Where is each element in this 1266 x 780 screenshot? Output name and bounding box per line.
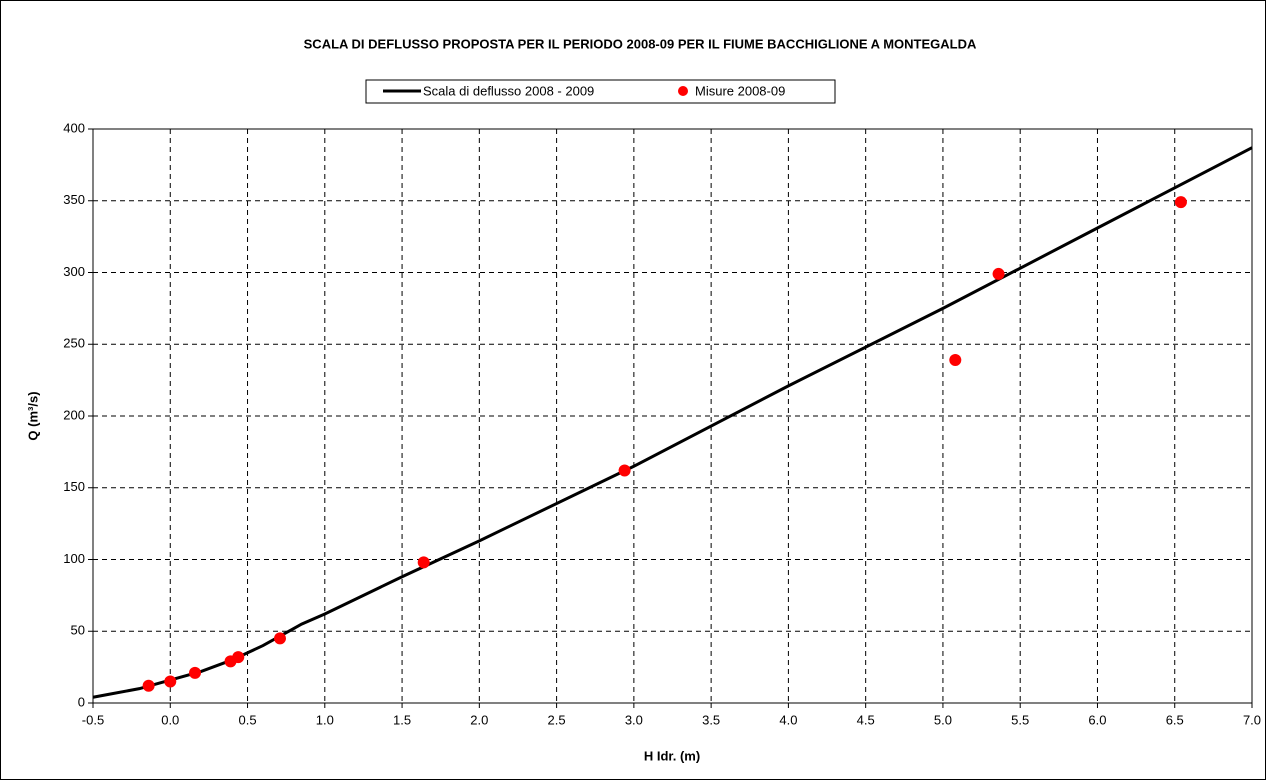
- x-tick-label: -0.5: [82, 712, 104, 727]
- x-tick-label: 0.5: [238, 712, 256, 727]
- x-tick-label: 0.0: [161, 712, 179, 727]
- y-axis-label: Q (m³/s): [25, 391, 40, 440]
- rating-curve: [92, 146, 1253, 699]
- y-tick-label: 300: [63, 264, 85, 279]
- y-tick-label: 350: [63, 192, 85, 207]
- x-tick-label: 3.0: [625, 712, 643, 727]
- x-tick-label: 4.5: [857, 712, 875, 727]
- legend-label: Scala di deflusso 2008 - 2009: [423, 83, 594, 98]
- legend-swatch: [678, 86, 688, 96]
- x-tick-label: 3.5: [702, 712, 720, 727]
- measurement-point: [1174, 196, 1187, 209]
- measurement-point: [273, 632, 286, 645]
- x-tick-label: 1.5: [393, 712, 411, 727]
- x-tick-label: 1.0: [316, 712, 334, 727]
- y-tick-label: 250: [63, 336, 85, 351]
- measurement-point: [949, 354, 962, 367]
- measurement-point: [417, 556, 430, 569]
- y-tick-label: 200: [63, 407, 85, 422]
- chart-title: SCALA DI DEFLUSSO PROPOSTA PER IL PERIOD…: [304, 36, 977, 51]
- measurement-point: [164, 675, 177, 688]
- x-tick-label: 5.5: [1011, 712, 1029, 727]
- x-tick-label: 7.0: [1243, 712, 1261, 727]
- measurement-point: [188, 666, 201, 679]
- measurement-point: [232, 651, 245, 664]
- x-tick-label: 6.0: [1088, 712, 1106, 727]
- legend-label: Misure 2008-09: [695, 83, 785, 98]
- x-tick-label: 2.0: [470, 712, 488, 727]
- x-tick-label: 2.5: [548, 712, 566, 727]
- x-tick-label: 4.0: [779, 712, 797, 727]
- y-tick-label: 50: [71, 623, 85, 638]
- y-tick-label: 400: [63, 120, 85, 135]
- x-tick-label: 6.5: [1166, 712, 1184, 727]
- plot-area: [92, 128, 1253, 704]
- x-tick-label: 5.0: [934, 712, 952, 727]
- legend: [365, 79, 836, 104]
- measurement-point: [618, 464, 631, 477]
- y-tick-label: 0: [78, 694, 85, 709]
- y-tick-label: 100: [63, 551, 85, 566]
- measurement-point: [142, 679, 155, 692]
- y-tick-label: 150: [63, 479, 85, 494]
- measurement-point: [992, 267, 1005, 280]
- x-axis-label: H Idr. (m): [644, 748, 700, 763]
